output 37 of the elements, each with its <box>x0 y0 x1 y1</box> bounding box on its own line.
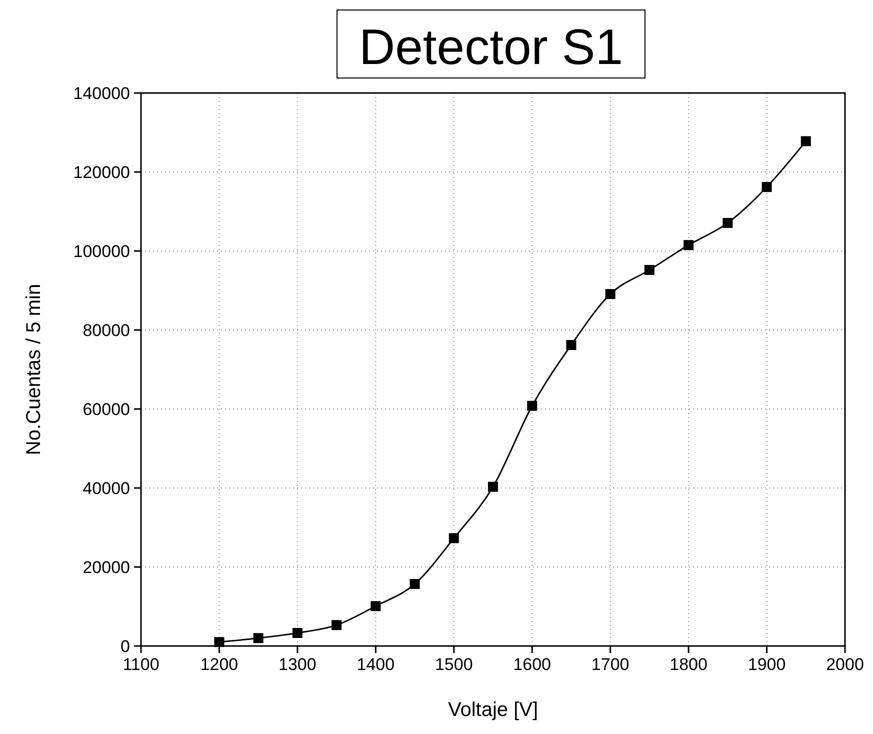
point <box>332 620 342 630</box>
x-tick-label: 1800 <box>670 655 708 674</box>
x-axis-title: Voltaje [V] <box>448 699 538 721</box>
y-tick-label: 140000 <box>73 84 130 103</box>
point <box>605 289 616 300</box>
point <box>370 601 381 612</box>
x-tick-label: 1200 <box>200 655 238 674</box>
x-tick-label: 1500 <box>434 655 473 674</box>
point <box>800 136 811 146</box>
point <box>684 240 694 250</box>
x-tick-label: 1700 <box>591 655 630 674</box>
x-tick-label: 2000 <box>826 655 864 674</box>
point <box>488 482 498 492</box>
y-tick-label: 40000 <box>82 479 130 498</box>
x-tick-label: 1100 <box>122 655 160 674</box>
point <box>762 182 772 192</box>
point <box>292 628 302 638</box>
x-tick-label: 1400 <box>356 655 395 674</box>
y-tick-label: 60000 <box>82 400 130 419</box>
point <box>722 218 733 228</box>
point <box>566 340 576 350</box>
point <box>410 578 420 589</box>
chart-title: Detector S1 <box>358 19 624 75</box>
y-tick-label: 20000 <box>82 558 130 577</box>
x-tick-label: 1600 <box>513 655 552 674</box>
y-tick-label: 80000 <box>82 321 130 340</box>
y-axis-title: No.Cuentas / 5 min <box>23 284 45 456</box>
point <box>527 400 538 411</box>
x-tick-label: 1300 <box>278 655 316 674</box>
y-tick-label: 120000 <box>73 163 130 182</box>
point <box>253 633 264 644</box>
y-tick-label: 0 <box>120 637 130 656</box>
point <box>214 637 224 648</box>
point <box>644 264 654 275</box>
y-tick-label: 100000 <box>73 242 130 261</box>
point <box>448 533 459 544</box>
x-tick-label: 1900 <box>748 655 786 674</box>
